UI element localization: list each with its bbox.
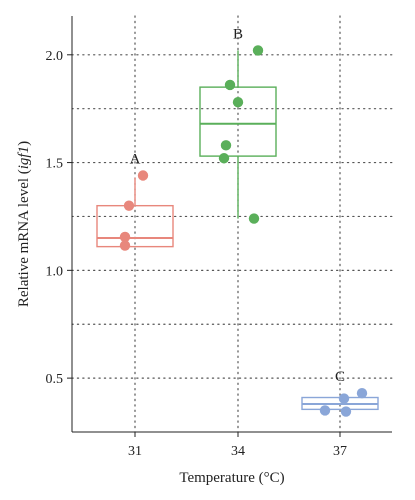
significance-letter: B bbox=[233, 26, 243, 42]
data-point bbox=[340, 406, 352, 417]
y-tick-label: 1.0 bbox=[46, 264, 64, 279]
data-point bbox=[224, 79, 236, 91]
data-point bbox=[119, 231, 131, 243]
y-axis-title-prefix: Relative mRNA level ( bbox=[16, 169, 32, 307]
boxes bbox=[96, 50, 379, 411]
y-axis-title-gene: igf1 bbox=[16, 146, 32, 169]
y-axis-title-suffix: ) bbox=[16, 141, 32, 146]
y-tick-label: 1.5 bbox=[46, 157, 64, 172]
data-point bbox=[356, 388, 368, 399]
group-letters: A B C bbox=[130, 26, 345, 385]
data-point bbox=[338, 393, 350, 404]
data-point bbox=[137, 170, 149, 181]
significance-letter: A bbox=[130, 152, 141, 168]
x-axis-title: Temperature (°C) bbox=[179, 470, 284, 486]
data-point bbox=[319, 405, 331, 416]
box-iqr bbox=[96, 204, 174, 248]
data-point bbox=[252, 45, 264, 56]
y-axis-title: Relative mRNA level (igf1) bbox=[16, 141, 32, 307]
y-ticks: 0.5 1.0 1.5 2.0 bbox=[46, 49, 72, 387]
data-point bbox=[232, 97, 244, 108]
x-tick-label: 34 bbox=[231, 444, 245, 459]
data-point bbox=[119, 240, 131, 251]
box-iqr bbox=[199, 86, 277, 157]
y-tick-label: 2.0 bbox=[46, 49, 64, 64]
significance-letter: C bbox=[335, 369, 345, 385]
grid bbox=[71, 15, 393, 433]
data-point bbox=[220, 140, 232, 151]
axes bbox=[71, 16, 392, 433]
data-point bbox=[123, 200, 135, 211]
points bbox=[119, 45, 368, 417]
x-tick-label: 37 bbox=[333, 444, 347, 459]
x-tick-label: 31 bbox=[128, 444, 142, 459]
x-ticks: 31 34 37 bbox=[128, 432, 347, 459]
y-tick-label: 0.5 bbox=[46, 372, 64, 387]
data-point bbox=[218, 153, 230, 164]
data-point bbox=[248, 213, 260, 224]
